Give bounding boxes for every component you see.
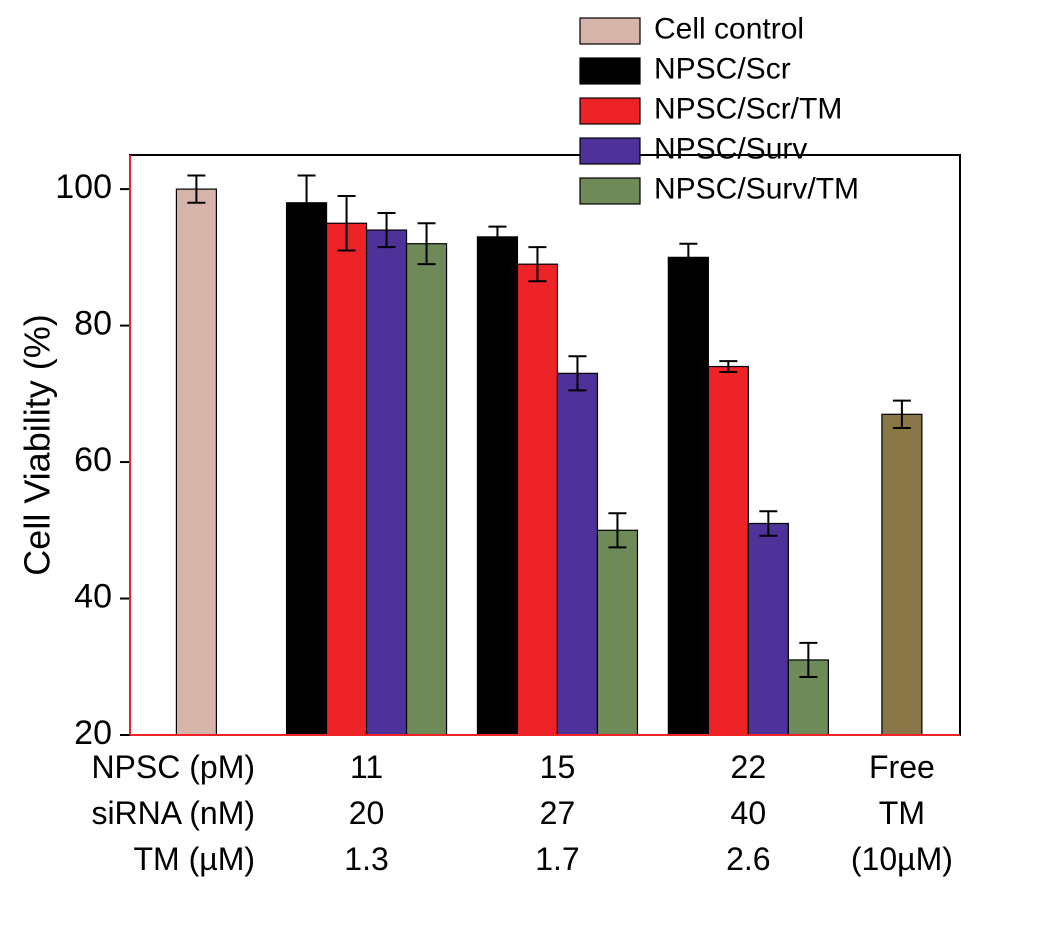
- bar: [176, 189, 216, 735]
- legend-swatch: [580, 138, 640, 164]
- chart-svg: 20 40 60 80 100 Cell Viability (%) Cell contro…: [0, 0, 1050, 932]
- x-group-label: 1.3: [344, 841, 388, 877]
- y-axis-label: Cell Viability (%): [17, 314, 58, 575]
- x-group-label: 20: [349, 795, 385, 831]
- bar: [517, 264, 557, 735]
- bar: [367, 230, 407, 735]
- x-group-label: 2.6: [726, 841, 770, 877]
- y-tick-label: 60: [74, 441, 112, 479]
- legend-label: NPSC/Surv: [654, 132, 807, 165]
- x-group-label: 11: [350, 749, 383, 785]
- bar: [708, 367, 748, 735]
- x-group-label: 15: [540, 749, 576, 785]
- legend-swatch: [580, 98, 640, 124]
- legend-label: NPSC/Scr: [654, 52, 791, 85]
- legend-label: Cell control: [654, 12, 804, 45]
- legend-swatch: [580, 178, 640, 204]
- x-group-label: (10µM): [851, 841, 953, 877]
- y-tick-label: 100: [55, 168, 112, 206]
- bar: [287, 203, 327, 735]
- bar: [477, 237, 517, 735]
- x-group-label: Free: [869, 749, 935, 785]
- bar: [597, 530, 637, 735]
- legend-swatch: [580, 58, 640, 84]
- bar: [748, 523, 788, 735]
- x-row-title: siRNA (nM): [91, 795, 255, 831]
- y-tick-label: 20: [74, 714, 112, 752]
- x-group-label: TM: [879, 795, 925, 831]
- cell-viability-bar-chart: 20 40 60 80 100 Cell Viability (%) Cell contro…: [0, 0, 1050, 932]
- y-tick-label: 80: [74, 305, 112, 343]
- bar: [407, 244, 447, 735]
- y-tick-label: 40: [74, 578, 112, 616]
- x-group-label: 40: [731, 795, 767, 831]
- x-group-label: 27: [540, 795, 576, 831]
- legend-label: NPSC/Scr/TM: [654, 92, 842, 125]
- legend-swatch: [580, 18, 640, 44]
- x-group-label: 22: [731, 749, 767, 785]
- bar: [557, 373, 597, 735]
- x-row-title: NPSC (pM): [91, 749, 255, 785]
- bar: [327, 223, 367, 735]
- legend-label: NPSC/Surv/TM: [654, 172, 859, 205]
- x-group-label: 1.7: [535, 841, 579, 877]
- x-row-title: TM (µM): [134, 841, 256, 877]
- bar: [668, 257, 708, 735]
- bar: [882, 414, 922, 735]
